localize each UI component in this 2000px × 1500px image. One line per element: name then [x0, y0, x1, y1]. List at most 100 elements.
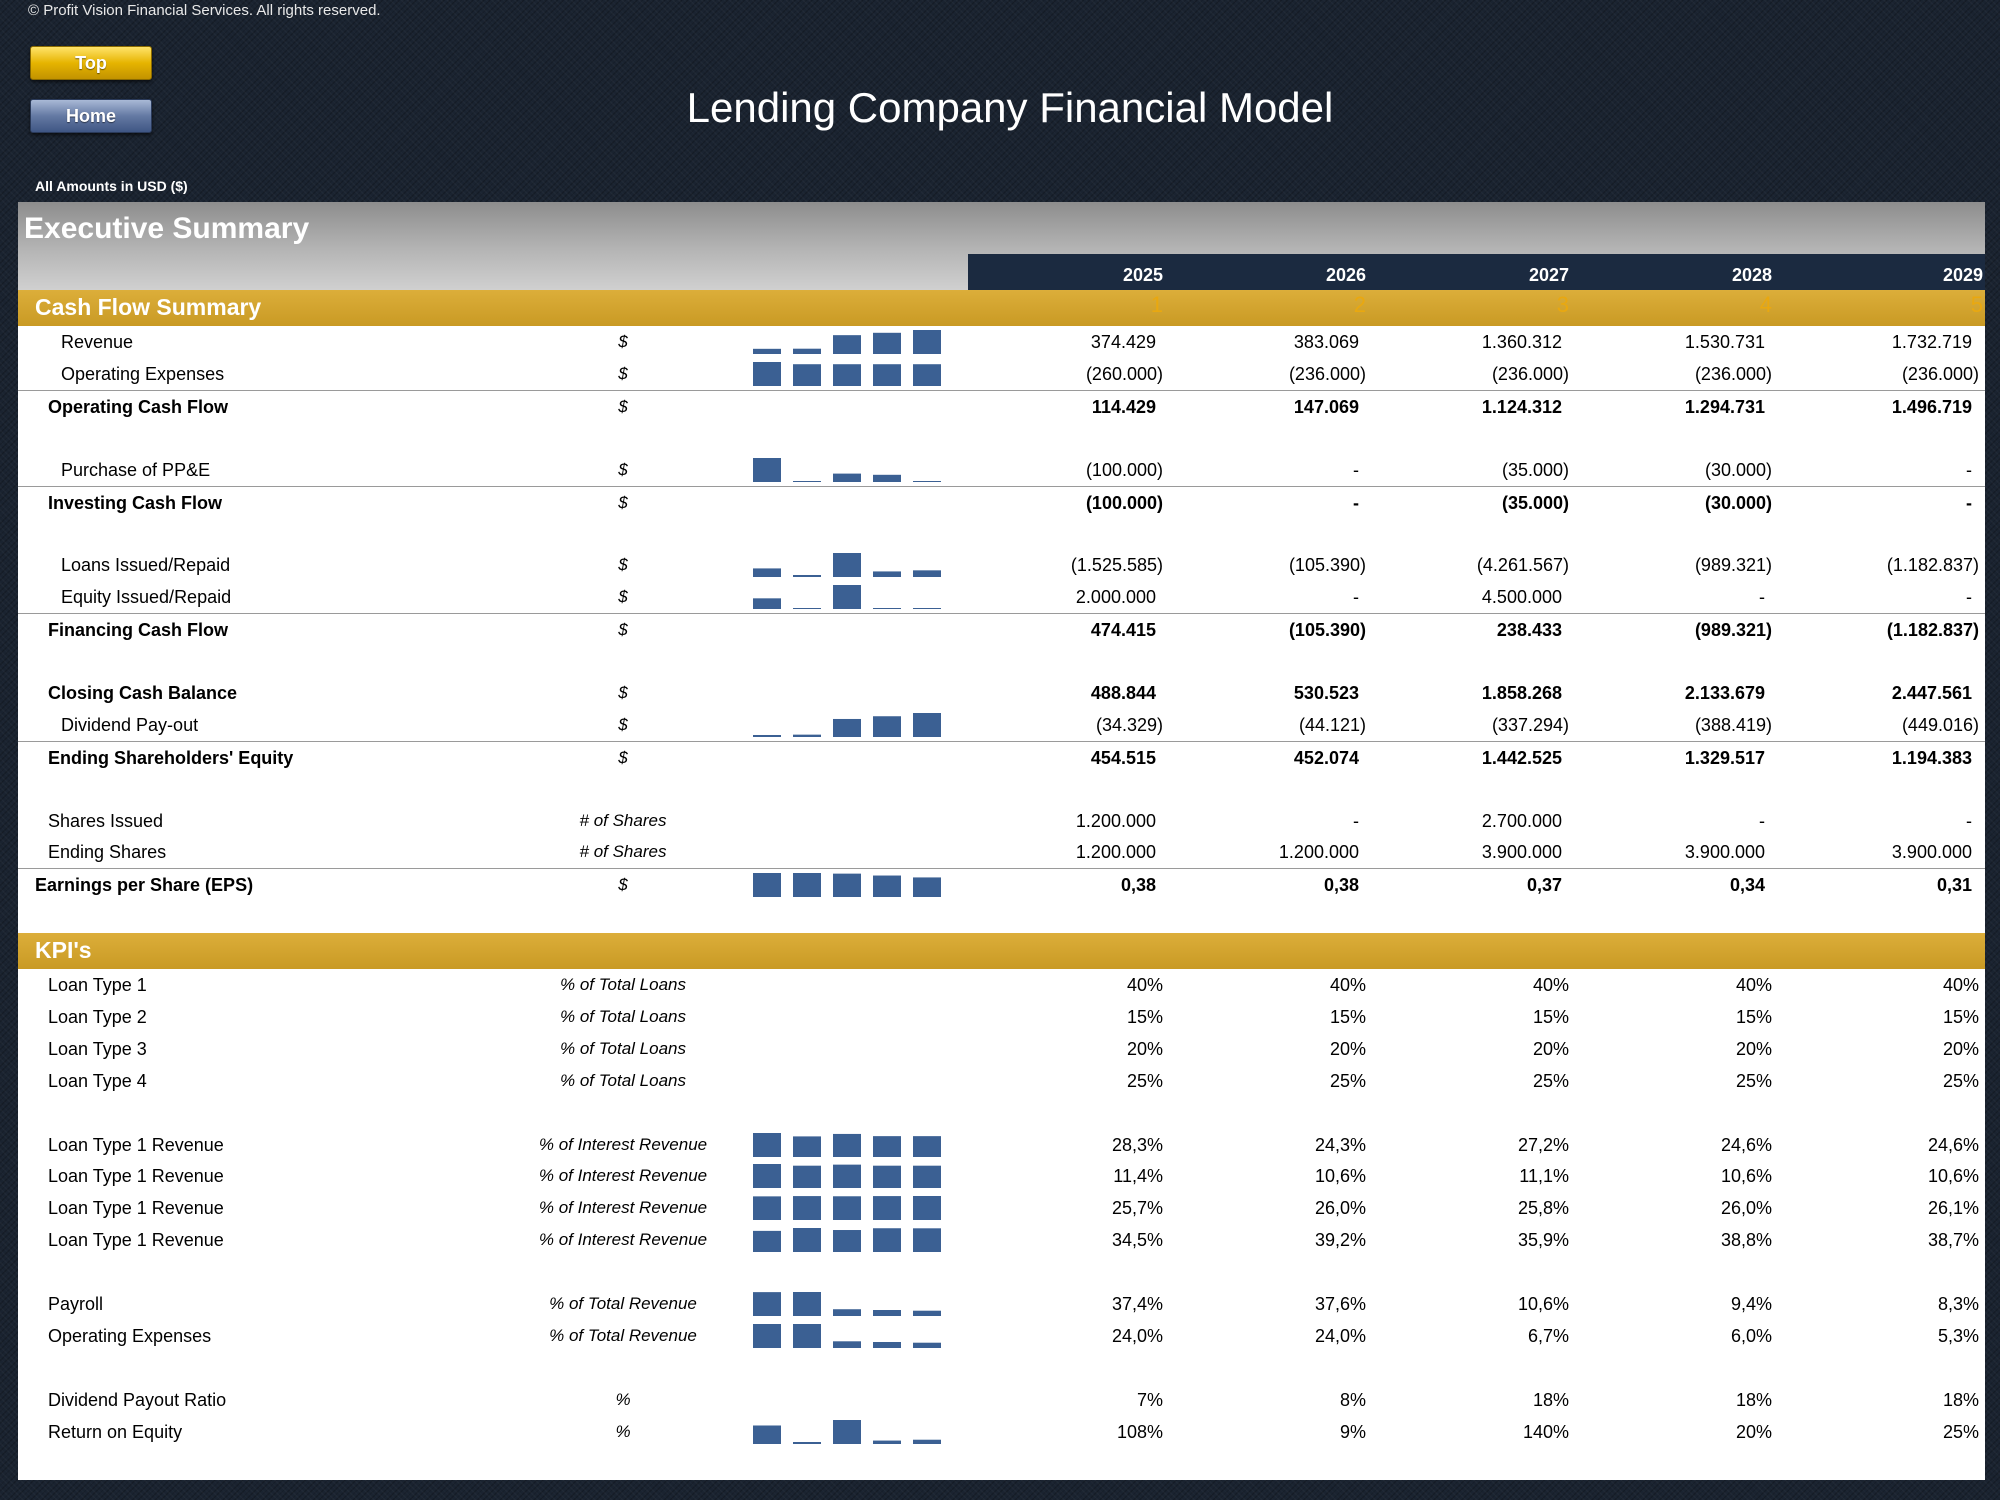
- sparkline-bar: [793, 873, 821, 898]
- table-row-loan-type-1-revenue: Loan Type 1 Revenue % of Interest Revenue…: [18, 1129, 1985, 1161]
- sparkline-bar: [833, 1309, 861, 1316]
- cell-value-2029: -: [1966, 492, 1972, 513]
- cell-value-2029: -: [1966, 810, 1972, 831]
- sparkline-bar: [833, 873, 861, 898]
- sparkline-chart: [753, 1164, 941, 1189]
- row-unit: %: [615, 1421, 631, 1441]
- sparkline-bar: [753, 598, 781, 610]
- cell-value-2028: 15%: [1735, 1006, 1772, 1027]
- cell-value-2029: 2.447.561: [1891, 682, 1972, 703]
- kpis-bar: KPI's: [18, 933, 1985, 969]
- row-unit: % of Total Revenue: [549, 1294, 697, 1313]
- row-unit: % of Total Loans: [559, 975, 686, 994]
- cell-value-2026: 8%: [1339, 1389, 1366, 1410]
- table-row-return-on-equity: Return on Equity% 108% 9% 140% 20% 25%: [18, 1416, 1985, 1448]
- row-label: Dividend Payout Ratio: [48, 1389, 227, 1410]
- sparkline-bar: [753, 1196, 781, 1221]
- period-number: 4: [1759, 292, 1772, 317]
- sparkline-bar: [753, 361, 781, 386]
- kpis-title: KPI's: [35, 937, 92, 963]
- period-number: 1: [1150, 292, 1163, 317]
- row-unit: $: [618, 332, 628, 351]
- row-unit: $: [618, 555, 628, 575]
- row-label: Dividend Pay-out: [61, 714, 199, 735]
- sparkline-bar: [833, 1133, 861, 1157]
- cell-value-2025: 25,7%: [1111, 1198, 1163, 1219]
- cell-value-2025: 7%: [1136, 1389, 1163, 1410]
- cell-value-2025: 374.429: [1090, 332, 1156, 352]
- row-unit: $: [618, 587, 628, 607]
- sparkline-chart: [753, 330, 941, 354]
- cell-value-2027: (35.000): [1501, 459, 1569, 480]
- row-unit: % of Interest Revenue: [538, 1134, 708, 1154]
- sparkline-bar: [753, 734, 781, 737]
- cell-value-2027: 25%: [1532, 1070, 1569, 1091]
- cell-value-2028: 6,0%: [1730, 1325, 1772, 1346]
- sparkline-chart: [753, 873, 941, 898]
- sparkline-bar: [793, 364, 821, 386]
- cell-value-2029: -: [1966, 587, 1972, 608]
- sparkline-bar: [753, 568, 781, 578]
- row-label: Operating Expenses: [48, 1325, 212, 1346]
- row-unit: % of Interest Revenue: [538, 1198, 708, 1218]
- sparkline-bar: [913, 712, 941, 737]
- sparkline-bar: [793, 734, 821, 737]
- cash-flow-summary-bar: Cash Flow Summary 1 2 3 4 5: [18, 290, 1985, 326]
- row-label: Financing Cash Flow: [48, 620, 229, 641]
- table-row-ending-shares: Ending Shares # of Shares 1.200.000 1.200.0…: [18, 836, 1985, 868]
- sparkline-bar: [753, 1231, 781, 1253]
- table-row-investing-cash-flow: Investing Cash Flow $ (100.000) - (35.000) (3…: [18, 485, 1985, 519]
- cell-value-2026: 37,6%: [1314, 1294, 1366, 1314]
- year-header-band: [968, 254, 1985, 290]
- cell-value-2026: 147.069: [1293, 396, 1359, 417]
- cell-value-2025: 25%: [1126, 1070, 1163, 1091]
- row-label: Payroll: [48, 1294, 104, 1314]
- sparkline-chart: [753, 1419, 941, 1444]
- cell-value-2025: 15%: [1126, 1006, 1163, 1027]
- table-row-loan-type-3: Loan Type 3 % of Total Loans 20% 20% 20% 20% 2…: [18, 1033, 1985, 1065]
- cell-value-2028: 2.133.679: [1684, 682, 1765, 703]
- cell-value-2028: 20%: [1735, 1421, 1772, 1442]
- cell-value-2027: 40%: [1532, 975, 1569, 995]
- table-row-loan-type-1-revenue: Loan Type 1 Revenue % of Interest Revenue…: [18, 1224, 1985, 1256]
- table-row-equity-issued-repaid: Equity Issued/Repaid $2.000.000 - 4.500.000…: [18, 581, 1985, 613]
- sparkline-chart: [753, 1292, 941, 1316]
- sparkline-bar: [873, 364, 901, 386]
- sparkline-bar: [793, 1135, 821, 1157]
- cell-value-2027: (35.000): [1501, 492, 1569, 513]
- year-header-2027: 2027: [1528, 265, 1569, 285]
- sparkline-chart: [753, 457, 941, 482]
- cell-value-2027: 1.124.312: [1481, 396, 1562, 417]
- sparkline-chart: [753, 553, 941, 578]
- top-button[interactable]: Top: [30, 46, 152, 80]
- sparkline-bar: [833, 335, 861, 354]
- sparkline-chart: [753, 361, 941, 386]
- cell-value-2025: 474.415: [1090, 620, 1156, 641]
- cell-value-2027: 10,6%: [1517, 1294, 1569, 1314]
- sparkline-bar: [833, 364, 861, 386]
- sparkline-bar: [833, 1419, 861, 1444]
- row-label: Return on Equity: [48, 1421, 183, 1442]
- cell-value-2029: 0,31: [1936, 875, 1972, 896]
- cell-value-2027: 18%: [1532, 1389, 1569, 1410]
- table-row-dividend-pay-out: Dividend Pay-out $ (34.329) (44.121) (337.29…: [18, 709, 1985, 741]
- sparkline-bar: [873, 1166, 901, 1189]
- year-header-2026: 2026: [1325, 265, 1366, 285]
- cell-value-2028: 24,6%: [1720, 1134, 1772, 1155]
- cell-value-2027: 6,7%: [1527, 1325, 1569, 1346]
- period-number: 3: [1556, 292, 1569, 317]
- sparkline-bar: [753, 1132, 781, 1157]
- sparkline-chart: [753, 1196, 941, 1221]
- row-unit: % of Total Loans: [559, 1038, 686, 1058]
- executive-summary-header: Executive Summary: [18, 202, 1985, 290]
- cell-value-2028: (30.000): [1704, 459, 1772, 480]
- row-label: Loan Type 1: [48, 975, 147, 995]
- year-header-2025: 2025: [1122, 265, 1163, 285]
- table-row-loans-issued-repaid: Loans Issued/Repaid $ (1.525.585) (105.390)…: [18, 549, 1985, 581]
- sparkline-bar: [913, 330, 941, 354]
- sparkline-bar: [913, 877, 941, 898]
- cell-value-2027: 238.433: [1496, 620, 1562, 641]
- cell-value-2025: 1.200.000: [1075, 810, 1156, 831]
- sparkline-bar: [793, 1166, 821, 1189]
- home-button[interactable]: Home: [30, 99, 152, 133]
